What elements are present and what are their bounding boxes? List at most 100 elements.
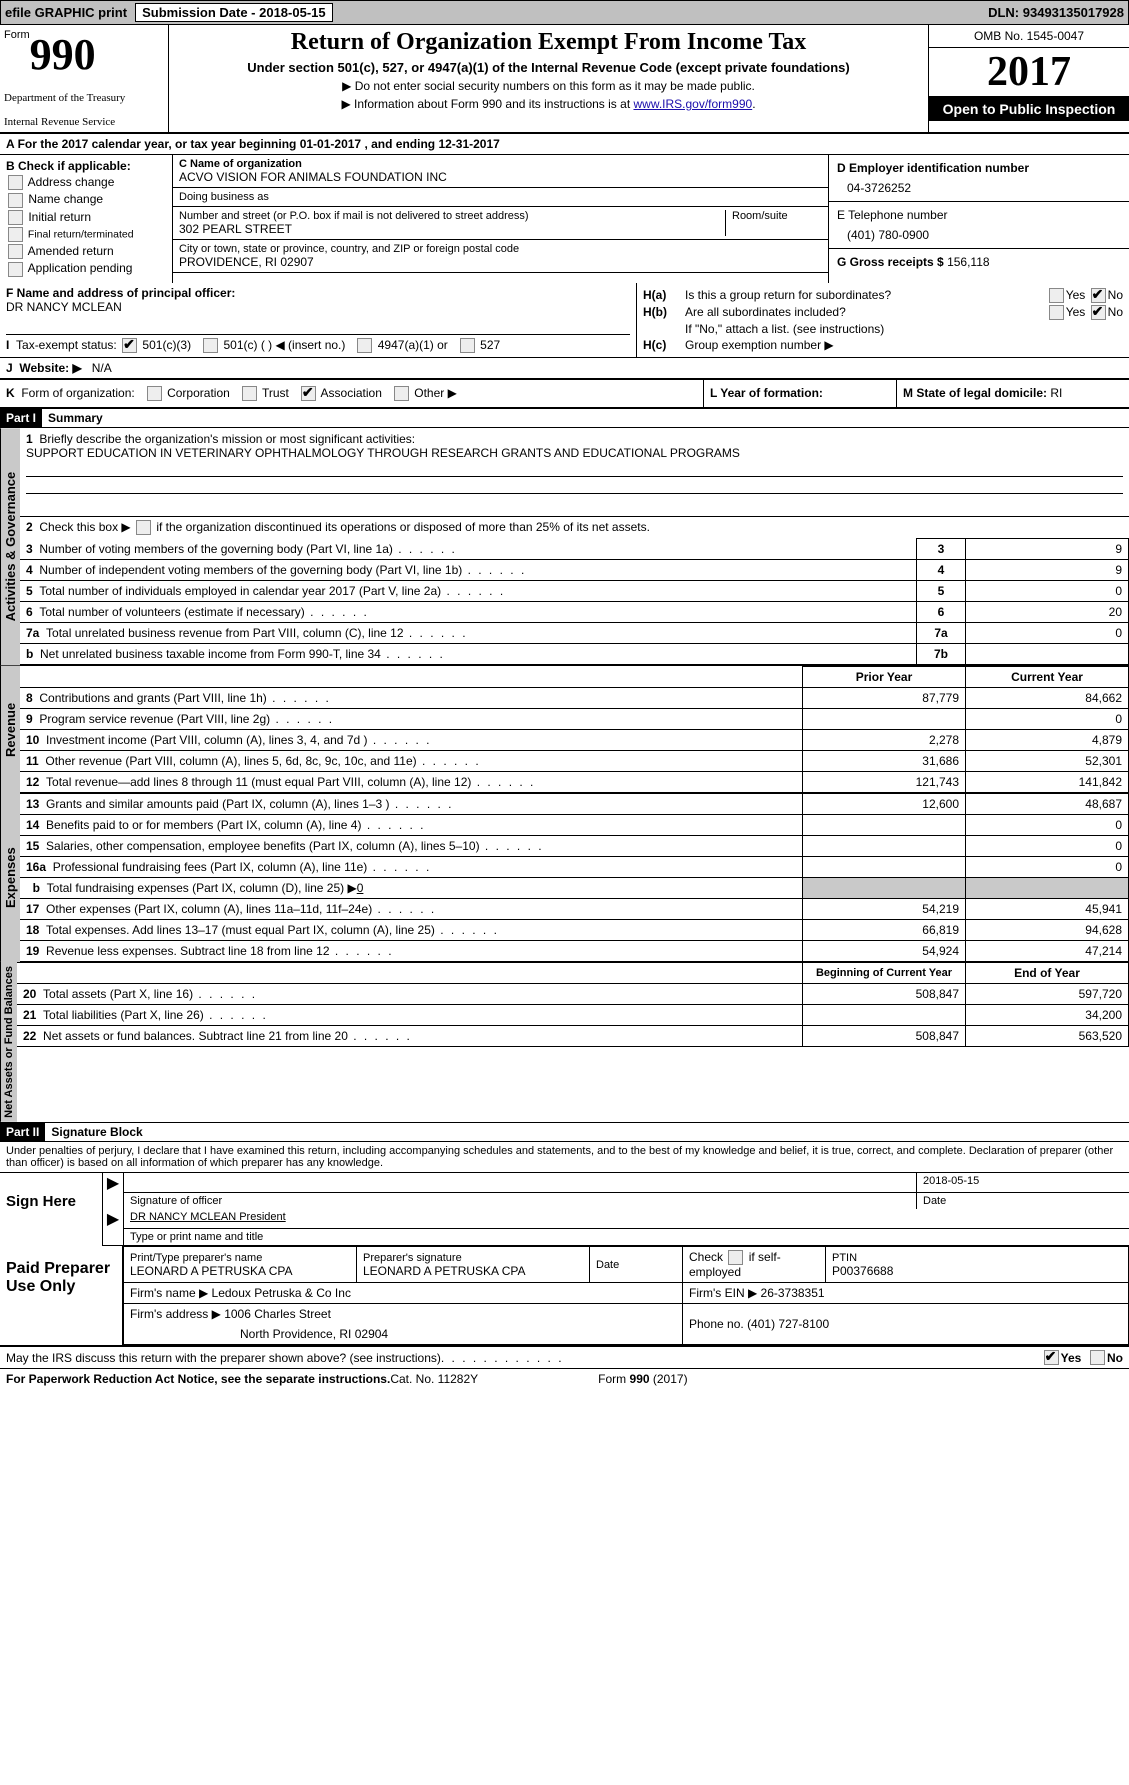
- form-title: Return of Organization Exempt From Incom…: [175, 29, 922, 56]
- firm-ein: 26-3738351: [761, 1286, 825, 1300]
- submission-date: Submission Date - 2018-05-15: [135, 3, 333, 22]
- cb-discontinued[interactable]: [136, 520, 151, 535]
- form-number: 990: [30, 30, 96, 79]
- gross-receipts: 156,118: [947, 255, 990, 269]
- irs-discuss-row: May the IRS discuss this return with the…: [0, 1347, 1129, 1369]
- header-right: OMB No. 1545-0047 2017 Open to Public In…: [929, 25, 1129, 132]
- cb-501c3[interactable]: [122, 338, 137, 353]
- cb-amended-return[interactable]: Amended return: [6, 244, 166, 259]
- cb-address-change[interactable]: Address change: [6, 175, 166, 190]
- table-row: b Net unrelated business taxable income …: [20, 644, 1129, 665]
- agency-2: Internal Revenue Service: [4, 116, 164, 128]
- form-header: Form990 Department of the Treasury Inter…: [0, 25, 1129, 134]
- governance-table: 3 Number of voting members of the govern…: [20, 538, 1129, 665]
- cb-hb-no[interactable]: [1091, 305, 1106, 320]
- table-row: 16a Professional fundraising fees (Part …: [20, 857, 1129, 878]
- note-link: ▶ Information about Form 990 and its ins…: [175, 97, 922, 111]
- revenue-table: Prior YearCurrent Year8 Contributions an…: [20, 666, 1129, 793]
- cb-hb-yes[interactable]: [1049, 305, 1064, 320]
- table-row: 15 Salaries, other compensation, employe…: [20, 836, 1129, 857]
- governance-block: Activities & Governance 1 Briefly descri…: [0, 428, 1129, 665]
- org-name: ACVO VISION FOR ANIMALS FOUNDATION INC: [179, 170, 822, 184]
- cb-4947[interactable]: [357, 338, 372, 353]
- row-fh: F Name and address of principal officer:…: [0, 283, 1129, 358]
- officer-name: DR NANCY MCLEAN President: [124, 1209, 1129, 1229]
- phone: (401) 780-0900: [837, 228, 1121, 242]
- table-row: 21 Total liabilities (Part X, line 26)34…: [17, 1005, 1129, 1026]
- cb-527[interactable]: [460, 338, 475, 353]
- vlabel-balances: Net Assets or Fund Balances: [0, 962, 17, 1122]
- header-left: Form990 Department of the Treasury Inter…: [0, 25, 169, 132]
- expenses-table: 13 Grants and similar amounts paid (Part…: [20, 793, 1129, 962]
- group-return: H(a) Is this a group return for subordin…: [637, 283, 1129, 357]
- table-row: 5 Total number of individuals employed i…: [20, 581, 1129, 602]
- cb-final-return[interactable]: Final return/terminated: [6, 227, 166, 242]
- agency-1: Department of the Treasury: [4, 92, 164, 104]
- efile-topbar: efile GRAPHIC print Submission Date - 20…: [0, 0, 1129, 25]
- cb-discuss-yes[interactable]: [1044, 1350, 1059, 1365]
- table-row: 12 Total revenue—add lines 8 through 11 …: [20, 772, 1129, 793]
- part2-header: Part II Signature Block: [0, 1122, 1129, 1142]
- table-row: 17 Other expenses (Part IX, column (A), …: [20, 899, 1129, 920]
- dln: DLN: 93493135017928: [988, 5, 1124, 20]
- cb-discuss-no[interactable]: [1090, 1350, 1105, 1365]
- firm-phone: (401) 727-8100: [747, 1317, 829, 1331]
- firm-name: Ledoux Petruska & Co Inc: [212, 1286, 351, 1300]
- col-d: D Employer identification number 04-3726…: [829, 155, 1129, 283]
- col-c-org-info: C Name of organization ACVO VISION FOR A…: [173, 155, 829, 283]
- col-b-checkboxes: B Check if applicable: Address change Na…: [0, 155, 173, 283]
- vlabel-governance: Activities & Governance: [0, 428, 20, 665]
- table-row: 8 Contributions and grants (Part VIII, l…: [20, 688, 1129, 709]
- table-row: 10 Investment income (Part VIII, column …: [20, 730, 1129, 751]
- preparer-name: LEONARD A PETRUSKA CPA: [130, 1264, 350, 1278]
- paid-preparer-block: Paid Preparer Use Only Print/Type prepar…: [0, 1246, 1129, 1347]
- table-row: 11 Other revenue (Part VIII, column (A),…: [20, 751, 1129, 772]
- row-j-website: J Website: ▶ N/A: [0, 358, 1129, 379]
- balances-table: Beginning of Current YearEnd of Year20 T…: [17, 962, 1129, 1047]
- cb-application-pending[interactable]: Application pending: [6, 261, 166, 276]
- cb-initial-return[interactable]: Initial return: [6, 210, 166, 225]
- part1-header: Part I Summary: [0, 409, 1129, 428]
- sig-date: 2018-05-15: [916, 1173, 1129, 1193]
- cb-ha-no[interactable]: [1091, 288, 1106, 303]
- efile-label: efile GRAPHIC print: [5, 5, 127, 20]
- row-klm: K Form of organization: Corporation Trus…: [0, 379, 1129, 409]
- cb-corporation[interactable]: [147, 386, 162, 401]
- table-row: b Total fundraising expenses (Part IX, c…: [20, 878, 1129, 899]
- form-subtitle: Under section 501(c), 527, or 4947(a)(1)…: [175, 60, 922, 75]
- perjury-statement: Under penalties of perjury, I declare th…: [0, 1142, 1129, 1173]
- arrow-icon: ▶: [103, 1209, 124, 1229]
- cb-self-employed[interactable]: [728, 1250, 743, 1265]
- preparer-signature: LEONARD A PETRUSKA CPA: [363, 1264, 583, 1278]
- cb-ha-yes[interactable]: [1049, 288, 1064, 303]
- cb-trust[interactable]: [242, 386, 257, 401]
- mission-text: SUPPORT EDUCATION IN VETERINARY OPHTHALM…: [26, 446, 740, 460]
- table-row: 22 Net assets or fund balances. Subtract…: [17, 1026, 1129, 1047]
- header-center: Return of Organization Exempt From Incom…: [169, 25, 929, 132]
- tax-year: 2017: [929, 48, 1129, 97]
- ptin: P00376688: [832, 1264, 1122, 1278]
- table-row: 18 Total expenses. Add lines 13–17 (must…: [20, 920, 1129, 941]
- table-row: 7a Total unrelated business revenue from…: [20, 623, 1129, 644]
- cb-other[interactable]: [394, 386, 409, 401]
- principal-officer: F Name and address of principal officer:…: [0, 283, 637, 357]
- cb-association[interactable]: [301, 386, 316, 401]
- ein: 04-3726252: [837, 181, 1121, 195]
- cb-501c[interactable]: [203, 338, 218, 353]
- website-value: N/A: [92, 361, 112, 375]
- row-a-tax-year: A For the 2017 calendar year, or tax yea…: [0, 134, 1129, 155]
- sign-here-block: Sign Here ▶ 2018-05-15 Signature of offi…: [0, 1173, 1129, 1246]
- irs-link[interactable]: www.IRS.gov/form990: [633, 97, 752, 111]
- firm-address-1: 1006 Charles Street: [224, 1307, 331, 1321]
- city-state-zip: PROVIDENCE, RI 02907: [179, 255, 822, 269]
- balances-block: Net Assets or Fund Balances Beginning of…: [0, 962, 1129, 1122]
- table-row: 9 Program service revenue (Part VIII, li…: [20, 709, 1129, 730]
- cb-name-change[interactable]: Name change: [6, 192, 166, 207]
- open-to-public: Open to Public Inspection: [929, 97, 1129, 121]
- table-row: 14 Benefits paid to or for members (Part…: [20, 815, 1129, 836]
- table-row: 6 Total number of volunteers (estimate i…: [20, 602, 1129, 623]
- vlabel-revenue: Revenue: [0, 666, 20, 793]
- expenses-block: Expenses 13 Grants and similar amounts p…: [0, 793, 1129, 962]
- table-row: 4 Number of independent voting members o…: [20, 560, 1129, 581]
- form-label: Form: [4, 29, 30, 41]
